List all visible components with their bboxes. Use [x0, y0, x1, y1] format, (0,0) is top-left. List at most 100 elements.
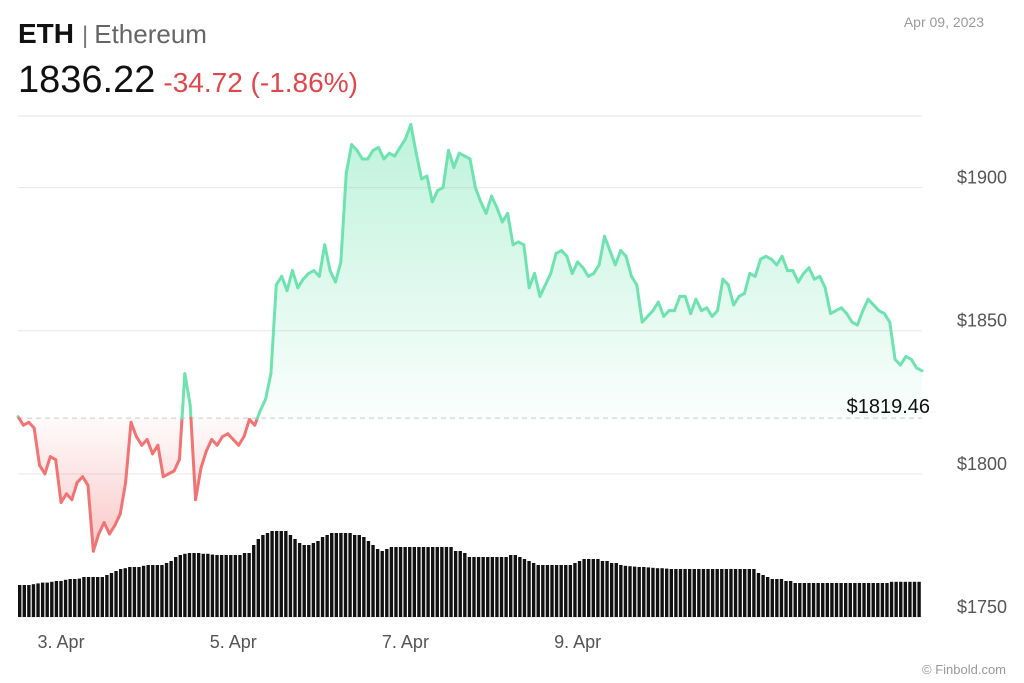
volume-bar	[871, 583, 875, 617]
price-segment	[366, 148, 375, 161]
volume-bar	[614, 563, 618, 617]
volume-bar	[408, 547, 412, 617]
volume-bar	[472, 557, 476, 617]
volume-bar	[463, 553, 467, 617]
volume-bar	[453, 551, 458, 617]
price-segment	[845, 312, 854, 324]
volume-bar	[274, 531, 279, 617]
volume-bar	[357, 535, 361, 617]
volume-bar	[398, 547, 403, 617]
volume-bar	[486, 557, 490, 617]
volume-bar	[109, 573, 114, 617]
volume-bar	[646, 567, 651, 617]
volume-bar	[362, 537, 366, 617]
x-tick-label: 3. Apr	[38, 632, 85, 652]
volume-bar	[412, 547, 417, 617]
price-segment	[107, 523, 117, 536]
price-segment	[414, 151, 424, 181]
volume-bar	[96, 577, 100, 617]
volume-bar	[889, 581, 894, 617]
volume-bar	[660, 568, 664, 617]
volume-bar	[848, 583, 852, 617]
price-segment	[290, 269, 300, 290]
volume-bar	[91, 577, 95, 617]
volume-bar	[155, 565, 160, 617]
volume-bar	[50, 581, 54, 617]
volume-bar	[183, 553, 187, 617]
price-segment	[533, 271, 542, 298]
volume-bar	[687, 569, 692, 617]
area-below-reference	[18, 418, 922, 552]
volume-bar	[233, 555, 238, 617]
price-segment	[188, 403, 193, 420]
volume-bar	[770, 579, 774, 617]
x-tick-label: 7. Apr	[382, 632, 429, 652]
volume-bar	[297, 543, 302, 617]
price-segment	[296, 277, 305, 290]
volume-bar	[132, 567, 137, 617]
volume-bar	[765, 577, 770, 617]
volume-bar	[375, 549, 380, 617]
price-segment	[81, 475, 90, 487]
volume-bar	[59, 581, 63, 617]
price-segment	[264, 372, 273, 401]
volume-bar	[839, 583, 843, 617]
volume-bar	[912, 581, 917, 617]
price-segment	[570, 260, 580, 275]
price-segment	[796, 271, 806, 284]
price-segment	[791, 269, 800, 284]
volume-bar	[564, 565, 568, 617]
volume-bar	[137, 567, 141, 617]
asset-name: Ethereum	[94, 19, 207, 49]
price-segment	[70, 480, 79, 502]
volume-bar	[825, 583, 830, 617]
volume-bar	[738, 569, 742, 617]
volume-bar	[821, 583, 825, 617]
volume-bar	[430, 547, 435, 617]
volume-bar	[261, 535, 265, 617]
volume-bar	[256, 539, 261, 617]
volume-bar	[811, 583, 816, 617]
volume-bar	[82, 577, 86, 617]
y-tick-label: $1850	[957, 311, 1007, 331]
volume-bar	[288, 535, 293, 617]
price-segment	[145, 438, 155, 456]
title-line: ETH | Ethereum	[18, 14, 358, 56]
price-segment	[490, 194, 499, 210]
volume-bar	[816, 583, 820, 617]
price-segment	[613, 249, 623, 267]
volume-bar	[637, 567, 641, 617]
price-segment	[629, 274, 639, 287]
price-segment	[689, 297, 698, 316]
price-segment	[118, 480, 128, 516]
volume-bar	[642, 567, 646, 617]
price-segment	[398, 137, 407, 149]
volume-bar	[178, 555, 182, 617]
volume-bar	[366, 541, 371, 617]
volume-bar	[467, 557, 472, 617]
volume-bar	[743, 569, 747, 617]
volume-bar	[509, 555, 513, 617]
volume-bar	[417, 547, 421, 617]
price-change: -34.72 (-1.86%)	[163, 67, 358, 98]
volume-bar	[531, 563, 536, 617]
price-segment	[377, 145, 386, 161]
price-segment	[452, 151, 461, 170]
volume-bar	[683, 569, 687, 617]
price-segment	[855, 309, 865, 327]
price-segment	[807, 266, 816, 281]
volume-bar	[834, 583, 839, 617]
volume-bar	[371, 545, 375, 617]
volume-bar	[380, 551, 384, 617]
volume-bar	[174, 557, 178, 617]
volume-bar	[899, 581, 903, 617]
price-segment	[818, 274, 827, 290]
volume-bar	[729, 569, 733, 617]
price-segment	[915, 366, 924, 373]
volume-bar	[247, 553, 251, 617]
volume-bar	[894, 581, 898, 617]
volume-bar	[710, 569, 715, 617]
volume-bar	[876, 583, 880, 617]
volume-bar	[192, 553, 196, 617]
volume-bar	[45, 582, 49, 617]
